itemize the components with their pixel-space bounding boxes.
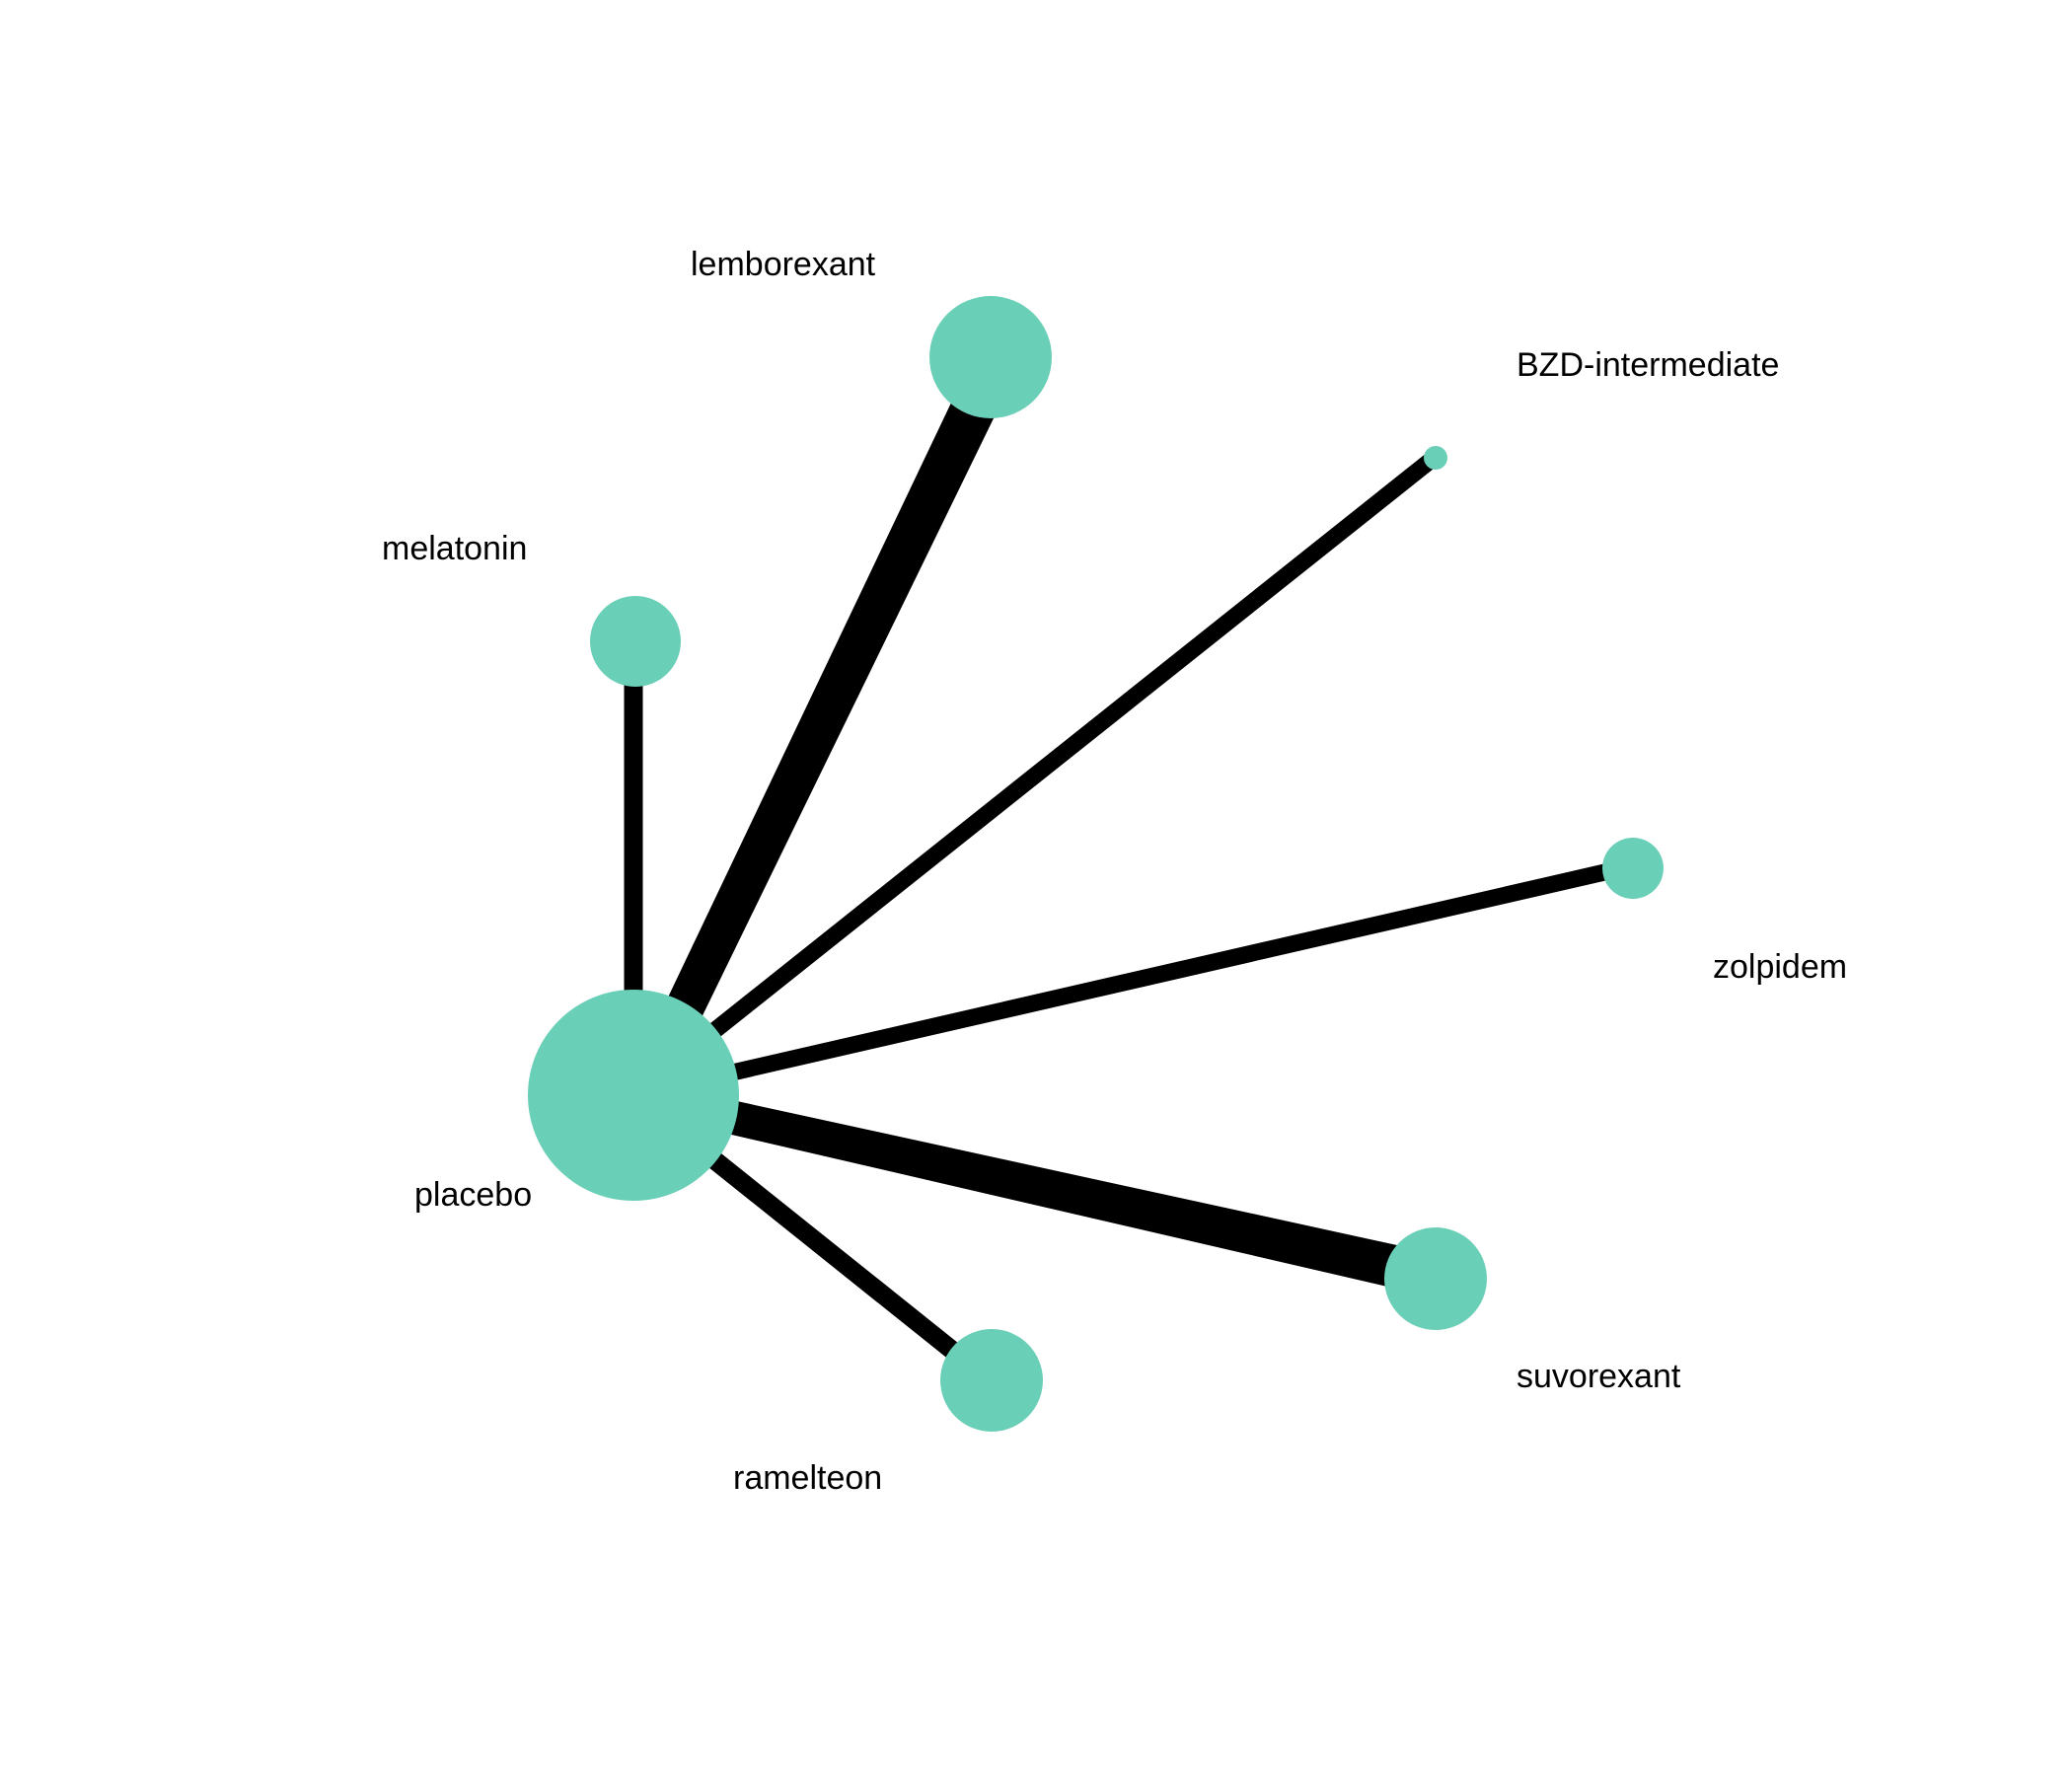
edge-placebo-suvorexant (629, 1079, 1438, 1295)
node-placebo (528, 990, 739, 1201)
label-bzd-intermediate: BZD-intermediate (1517, 346, 1779, 384)
labels-layer: lemborexant BZD-intermediate melatonin z… (382, 246, 1847, 1497)
edge-placebo-bzd-intermediate (628, 448, 1443, 1102)
label-melatonin: melatonin (382, 530, 527, 567)
node-lemborexant (929, 296, 1052, 418)
edge-placebo-lemborexant (617, 399, 995, 1121)
label-lemborexant: lemborexant (691, 246, 876, 283)
label-ramelteon: ramelteon (733, 1459, 882, 1497)
edge-placebo-zolpidem (631, 856, 1637, 1104)
node-suvorexant (1384, 1227, 1487, 1330)
node-melatonin (590, 596, 681, 687)
nodes-layer (528, 296, 1664, 1432)
label-zolpidem: zolpidem (1713, 948, 1847, 986)
label-suvorexant: suvorexant (1517, 1358, 1681, 1395)
node-ramelteon (940, 1329, 1043, 1432)
node-bzd-intermediate (1424, 446, 1447, 470)
label-placebo: placebo (414, 1176, 532, 1214)
node-zolpidem (1602, 838, 1664, 899)
edges-layer (617, 399, 1637, 1387)
